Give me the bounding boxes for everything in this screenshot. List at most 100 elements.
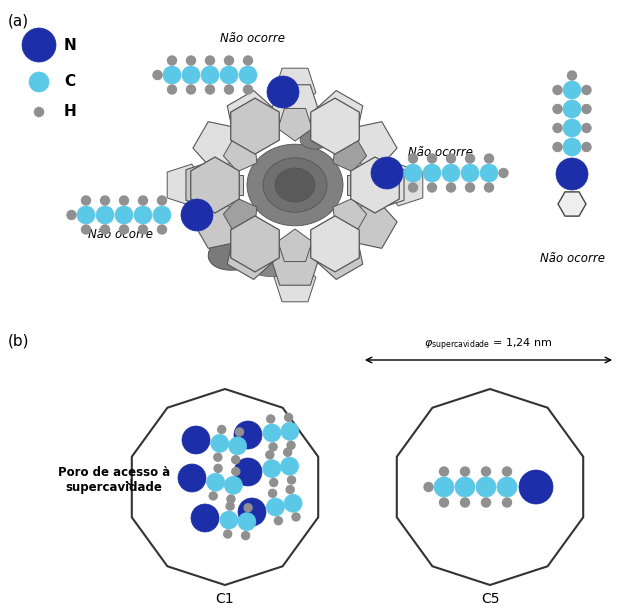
Polygon shape bbox=[167, 164, 207, 206]
Polygon shape bbox=[270, 85, 320, 132]
Circle shape bbox=[284, 448, 292, 456]
Circle shape bbox=[582, 104, 591, 113]
Circle shape bbox=[408, 154, 418, 163]
Circle shape bbox=[178, 464, 206, 492]
Circle shape bbox=[218, 425, 226, 433]
Circle shape bbox=[287, 441, 295, 449]
Polygon shape bbox=[312, 118, 340, 145]
Circle shape bbox=[263, 424, 281, 442]
Ellipse shape bbox=[263, 158, 327, 212]
Polygon shape bbox=[186, 160, 233, 210]
Circle shape bbox=[481, 467, 491, 476]
Circle shape bbox=[158, 225, 166, 234]
Circle shape bbox=[440, 498, 449, 507]
Text: Poro de acesso à
supercavidade: Poro de acesso à supercavidade bbox=[58, 466, 170, 494]
Text: C: C bbox=[64, 75, 75, 89]
Polygon shape bbox=[274, 262, 316, 302]
Circle shape bbox=[267, 76, 299, 108]
Polygon shape bbox=[351, 157, 399, 213]
Ellipse shape bbox=[247, 144, 343, 226]
Text: C5: C5 bbox=[481, 592, 499, 606]
Ellipse shape bbox=[275, 168, 315, 202]
Circle shape bbox=[503, 498, 512, 507]
Circle shape bbox=[77, 206, 95, 224]
Circle shape bbox=[120, 196, 129, 205]
Circle shape bbox=[266, 498, 285, 516]
Circle shape bbox=[168, 85, 176, 94]
Circle shape bbox=[22, 28, 56, 62]
Circle shape bbox=[284, 494, 302, 512]
Circle shape bbox=[236, 428, 244, 436]
Circle shape bbox=[214, 453, 222, 461]
Circle shape bbox=[568, 71, 576, 80]
Circle shape bbox=[563, 100, 581, 118]
Polygon shape bbox=[558, 192, 586, 216]
Circle shape bbox=[582, 85, 591, 94]
Polygon shape bbox=[314, 231, 363, 280]
Circle shape bbox=[461, 498, 469, 507]
Circle shape bbox=[29, 72, 49, 92]
Circle shape bbox=[270, 479, 278, 487]
Polygon shape bbox=[251, 225, 278, 252]
Circle shape bbox=[191, 504, 219, 532]
Polygon shape bbox=[193, 121, 241, 171]
Circle shape bbox=[268, 489, 277, 497]
Polygon shape bbox=[231, 216, 279, 272]
Circle shape bbox=[275, 517, 282, 525]
Circle shape bbox=[244, 56, 253, 65]
Text: Não ocorre: Não ocorre bbox=[539, 251, 605, 264]
Polygon shape bbox=[227, 231, 277, 280]
Polygon shape bbox=[227, 91, 277, 139]
Circle shape bbox=[455, 477, 475, 497]
Circle shape bbox=[281, 422, 299, 440]
Circle shape bbox=[158, 196, 166, 205]
Circle shape bbox=[466, 183, 474, 192]
Text: (a): (a) bbox=[8, 14, 29, 29]
Circle shape bbox=[201, 66, 219, 84]
Circle shape bbox=[447, 154, 455, 163]
Circle shape bbox=[139, 225, 147, 234]
Circle shape bbox=[182, 66, 200, 84]
Circle shape bbox=[239, 66, 257, 84]
Circle shape bbox=[134, 206, 152, 224]
Polygon shape bbox=[348, 121, 397, 171]
Circle shape bbox=[186, 85, 195, 94]
Polygon shape bbox=[333, 199, 367, 232]
Polygon shape bbox=[347, 175, 367, 195]
Circle shape bbox=[563, 81, 581, 99]
Text: N: N bbox=[64, 37, 77, 53]
Circle shape bbox=[503, 467, 512, 476]
Polygon shape bbox=[311, 98, 359, 154]
Circle shape bbox=[266, 415, 275, 423]
Circle shape bbox=[371, 157, 403, 189]
Circle shape bbox=[553, 123, 562, 132]
Circle shape bbox=[244, 85, 253, 94]
Polygon shape bbox=[333, 137, 367, 172]
Ellipse shape bbox=[243, 254, 287, 276]
Polygon shape bbox=[191, 157, 239, 213]
Circle shape bbox=[440, 467, 449, 476]
Circle shape bbox=[484, 154, 493, 163]
Circle shape bbox=[238, 498, 266, 526]
Polygon shape bbox=[223, 175, 243, 195]
Polygon shape bbox=[383, 164, 423, 206]
Circle shape bbox=[497, 477, 517, 497]
Text: C1: C1 bbox=[215, 592, 234, 606]
Circle shape bbox=[408, 183, 418, 192]
Circle shape bbox=[287, 476, 295, 484]
Circle shape bbox=[120, 225, 129, 234]
Circle shape bbox=[556, 158, 588, 190]
Circle shape bbox=[563, 119, 581, 137]
Circle shape bbox=[101, 196, 110, 205]
Circle shape bbox=[224, 56, 234, 65]
Circle shape bbox=[232, 455, 239, 463]
Circle shape bbox=[434, 477, 454, 497]
Circle shape bbox=[214, 465, 222, 473]
Circle shape bbox=[207, 473, 225, 491]
Circle shape bbox=[553, 85, 562, 94]
Circle shape bbox=[227, 495, 235, 503]
Circle shape bbox=[266, 451, 274, 459]
Circle shape bbox=[96, 206, 114, 224]
Circle shape bbox=[234, 458, 262, 486]
Circle shape bbox=[163, 66, 181, 84]
